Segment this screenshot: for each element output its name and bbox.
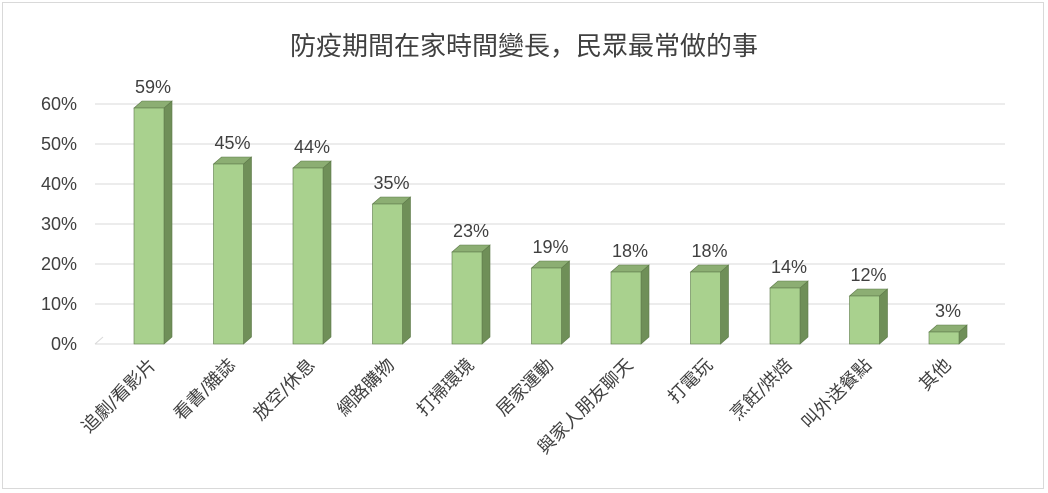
bar-side-face	[640, 264, 650, 345]
data-labels: 59% 45% 44% 35% 23% 19% 18% 18% 14% 12% 3%	[135, 77, 961, 321]
bar-side-face	[322, 160, 332, 345]
x-category-label: 打電玩	[664, 355, 717, 408]
x-category-label: 打掃環境	[413, 355, 479, 421]
bar-front-face	[531, 267, 562, 345]
x-category-label: 看書/雜誌	[170, 355, 240, 425]
bar-side-face	[402, 196, 411, 345]
bar-side-face	[879, 288, 888, 345]
data-label: 3%	[935, 301, 961, 321]
bar	[133, 100, 173, 345]
bar	[928, 324, 968, 345]
data-label: 12%	[850, 265, 886, 285]
bars	[133, 100, 968, 345]
bar-side-face	[163, 100, 173, 345]
bar	[212, 156, 253, 345]
bar-front-face	[292, 167, 324, 345]
bar-front-face	[610, 271, 642, 345]
y-tick-label: 50%	[41, 134, 77, 154]
x-category-label: 其他	[915, 355, 955, 395]
data-label: 59%	[135, 77, 171, 97]
data-label: 14%	[771, 257, 807, 277]
bar-side-face	[720, 264, 729, 345]
x-category-label: 居家運動	[492, 355, 558, 421]
data-label: 35%	[373, 173, 409, 193]
bar-front-face	[928, 331, 960, 345]
x-category-label: 放空/休息	[249, 355, 319, 425]
floor-edge	[94, 336, 104, 345]
bar-front-face	[213, 163, 244, 345]
bar-front-face	[849, 295, 880, 345]
bar	[292, 160, 332, 345]
bar	[689, 264, 730, 345]
y-axis-ticks: 0% 10% 20% 30% 40% 50% 60%	[41, 94, 77, 354]
x-category-label: 網路購物	[333, 355, 399, 421]
bar-front-face	[372, 203, 403, 345]
bar	[530, 260, 571, 345]
bar	[610, 264, 650, 345]
bar-side-face	[561, 260, 570, 345]
y-tick-label: 10%	[41, 294, 77, 314]
bar-side-face	[481, 244, 491, 345]
data-label: 45%	[214, 133, 250, 153]
x-category-label: 叫外送餐點	[798, 355, 876, 433]
y-tick-label: 60%	[41, 94, 77, 114]
y-tick-label: 40%	[41, 174, 77, 194]
bar-side-face	[243, 156, 252, 345]
bar	[371, 196, 412, 345]
bar-side-face	[799, 280, 809, 345]
bar-front-face	[769, 287, 801, 345]
bar	[848, 288, 889, 345]
y-tick-label: 20%	[41, 254, 77, 274]
y-tick-label: 30%	[41, 214, 77, 234]
data-label: 19%	[532, 237, 568, 257]
chart-title: 防疫期間在家時間變長，民眾最常做的事	[290, 32, 758, 62]
data-label: 18%	[691, 241, 727, 261]
data-label: 23%	[453, 221, 489, 241]
data-label: 18%	[612, 241, 648, 261]
data-label: 44%	[294, 137, 330, 157]
x-category-label: 追劇/看影片	[78, 355, 161, 438]
x-category-label: 烹飪/烘焙	[726, 355, 796, 425]
y-tick-label: 0%	[51, 334, 77, 354]
bar	[451, 244, 491, 345]
bar	[769, 280, 809, 345]
bar-front-face	[451, 251, 483, 345]
bar-front-face	[133, 107, 165, 345]
bar-front-face	[690, 271, 721, 345]
bar-chart: 防疫期間在家時間變長，民眾最常做的事 0%10%20%30%40%50%60% …	[41, 32, 1005, 459]
